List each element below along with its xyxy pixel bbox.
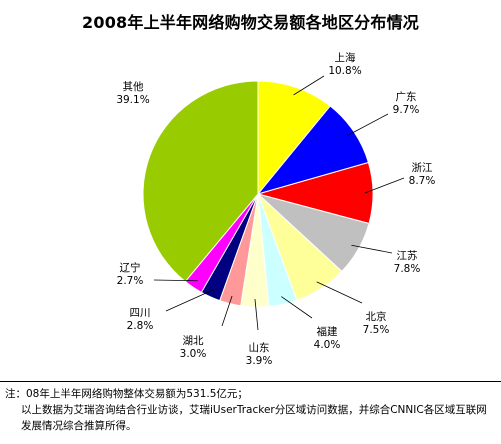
slice-label-value-2: 9.7%	[393, 104, 420, 116]
pie-slice-1	[257, 80, 331, 196]
footnote-line-2: 以上数据为艾瑞咨询结合行业访谈，艾瑞iUserTracker分区域访问数据，并综…	[21, 404, 487, 432]
slice-label-name-11: 其他	[123, 80, 144, 93]
slice-label-name-6: 福建	[317, 325, 338, 338]
chart-title: 2008年上半年网络购物交易额各地区分布情况	[82, 13, 419, 32]
leader-line-7	[254, 299, 259, 331]
slice-label-name-8: 湖北	[183, 335, 204, 347]
slice-label-value-1: 10.8%	[328, 65, 361, 77]
slice-label-name-1: 上海	[335, 51, 356, 64]
slice-label-name-3: 浙江	[412, 162, 433, 174]
slice-label-value-11: 39.1%	[116, 94, 149, 106]
slice-label-value-4: 7.8%	[394, 263, 421, 275]
slice-label-name-5: 北京	[366, 310, 387, 323]
slice-label-name-4: 江苏	[397, 249, 418, 262]
slice-label-name-9: 四川	[130, 307, 151, 319]
footnote-divider	[0, 381, 501, 382]
footnote-line-1: 注：08年上半年网络购物整体交易额为531.5亿元；	[5, 388, 248, 400]
leader-line-2	[346, 113, 389, 137]
slice-label-value-5: 7.5%	[363, 324, 390, 336]
leader-line-4	[351, 244, 393, 254]
slice-label-value-10: 2.7%	[117, 275, 144, 287]
leader-line-8	[221, 295, 233, 327]
pie-slice-11	[142, 80, 259, 283]
slice-label-value-7: 3.9%	[246, 355, 273, 367]
slice-label-value-6: 4.0%	[314, 339, 341, 351]
slice-label-name-10: 辽宁	[120, 261, 141, 274]
pie-slices	[142, 80, 374, 308]
slice-label-name-7: 山东	[249, 341, 270, 354]
leader-line-5	[316, 281, 363, 304]
leader-line-9	[165, 289, 214, 312]
slice-label-value-8: 3.0%	[180, 348, 207, 360]
leader-line-1	[293, 75, 325, 96]
slice-label-name-2: 广东	[396, 90, 417, 103]
leader-line-3	[364, 177, 405, 194]
slice-labels: 上海10.8%广东9.7%浙江8.7%江苏7.8%北京7.5%福建4.0%山东3…	[116, 51, 435, 367]
leader-lines	[153, 75, 405, 331]
leader-line-10	[153, 279, 198, 282]
slice-label-value-9: 2.8%	[127, 320, 154, 332]
footnote: 注：08年上半年网络购物整体交易额为531.5亿元； 以上数据为艾瑞咨询结合行业…	[5, 386, 497, 434]
slice-label-value-3: 8.7%	[409, 175, 436, 187]
leader-line-6	[281, 296, 313, 319]
